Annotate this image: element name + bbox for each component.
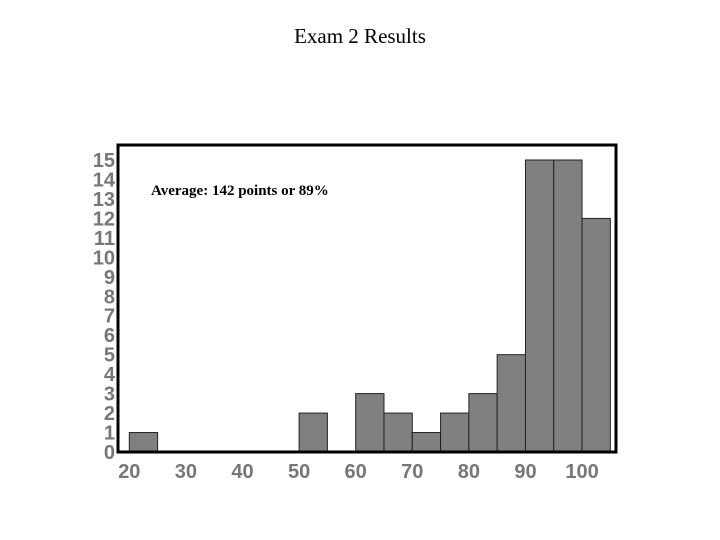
y-tick-label: 3 xyxy=(104,384,115,406)
histogram-bar xyxy=(383,412,413,453)
x-tick-label: 70 xyxy=(401,461,423,483)
y-tick-label: 0 xyxy=(104,442,115,464)
y-tick-label: 2 xyxy=(104,403,115,425)
y-tick-label: 13 xyxy=(93,189,115,211)
histogram-bar xyxy=(496,354,526,453)
y-tick-label: 4 xyxy=(104,364,116,386)
average-annotation: Average: 142 points or 89% xyxy=(151,183,329,199)
histogram-bar xyxy=(440,412,470,453)
x-tick-label: 100 xyxy=(565,461,598,483)
x-tick-label: 80 xyxy=(458,461,480,483)
x-tick-label: 40 xyxy=(231,461,253,483)
histogram-bar xyxy=(524,159,555,453)
chart-title: Exam 2 Results xyxy=(294,24,426,48)
histogram-bar xyxy=(298,412,328,453)
x-tick-label: 50 xyxy=(288,461,310,483)
y-tick-label: 5 xyxy=(104,345,115,367)
y-tick-label: 10 xyxy=(93,247,115,269)
y-tick-label: 14 xyxy=(93,169,116,191)
y-tick-label: 8 xyxy=(104,286,115,308)
y-tick-label: 15 xyxy=(93,150,115,172)
bars-group xyxy=(128,159,611,453)
x-tick-label: 30 xyxy=(175,461,197,483)
y-tick-label: 11 xyxy=(94,228,115,250)
histogram-bar xyxy=(411,432,442,453)
y-tick-label: 1 xyxy=(104,423,115,445)
y-tick-label: 9 xyxy=(104,267,115,289)
x-tick-label: 60 xyxy=(345,461,367,483)
histogram-bar xyxy=(553,159,583,453)
histogram-bar xyxy=(581,217,611,453)
x-axis-ticks: 20 30 40 50 60 70 80 90 100 xyxy=(118,461,599,483)
plot-frame xyxy=(116,143,618,454)
histogram-bar xyxy=(355,393,385,453)
x-tick-label: 20 xyxy=(118,461,140,483)
histogram-bar xyxy=(128,432,159,453)
y-tick-label: 7 xyxy=(104,306,115,328)
histogram-bar xyxy=(468,393,498,453)
y-tick-label: 6 xyxy=(104,325,115,347)
y-tick-label: 12 xyxy=(93,208,115,230)
x-tick-label: 90 xyxy=(514,461,536,483)
